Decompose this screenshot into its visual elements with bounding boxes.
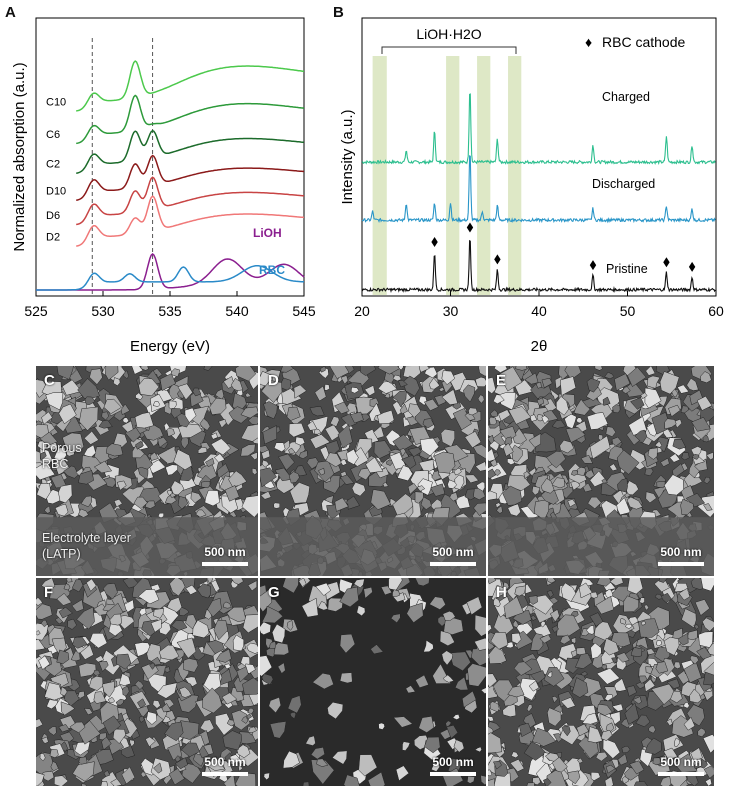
- xas-series-rbc: [36, 264, 305, 291]
- xrd-chart: 20 30 40 50 60 Charged Discharged Pristine Int…: [339, 17, 724, 355]
- sem-scale-bar: 500 nm: [202, 755, 248, 776]
- sem-scale-bar: 500 nm: [658, 545, 704, 566]
- xrd-diamond-marker: [663, 257, 670, 268]
- sem-scale-line: [658, 772, 704, 776]
- xas-plot-frame: [35, 17, 305, 297]
- xas-series-label: D6: [46, 210, 60, 222]
- sem-panel-letter: H: [496, 584, 507, 601]
- sem-scale-label: 500 nm: [660, 545, 702, 559]
- xrd-x-tick-label: 30: [443, 303, 459, 319]
- xas-series-d10: [76, 154, 305, 201]
- xas-chart: 525 530 535 540 545 C10 C6 C2 D10 D6 D2 Normalize…: [11, 17, 316, 355]
- sem-scale-line: [658, 562, 704, 566]
- xas-x-tick-label: 545: [292, 303, 316, 319]
- xrd-series-label: Pristine: [606, 262, 648, 276]
- sem-scale-line: [430, 772, 476, 776]
- sem-panel-letter: G: [268, 584, 280, 601]
- sem-image-h: H 500 nm: [488, 578, 714, 786]
- xrd-diamond-marker: [466, 222, 474, 233]
- xas-series-c10: [76, 60, 305, 112]
- lioh-label: LiOH: [253, 226, 282, 240]
- sem-panel-letter: F: [44, 584, 54, 601]
- xrd-x-tick-label: 60: [708, 303, 724, 319]
- porous-rbc-label: Porous RBC: [42, 441, 82, 471]
- rbc-label: RBC: [259, 263, 285, 277]
- sem-scale-label: 500 nm: [432, 755, 474, 769]
- sem-image-f: F 500 nm: [36, 578, 258, 786]
- xrd-x-tick-label: 50: [620, 303, 636, 319]
- sem-scale-label: 500 nm: [204, 545, 246, 559]
- xrd-diamond-marker: [589, 260, 597, 271]
- sem-image-c: C 500 nm Porous RBC Electrolyte layer (LATP…: [36, 366, 258, 576]
- xrd-series-discharged: [361, 155, 716, 224]
- xas-series-label: C10: [46, 96, 66, 108]
- sem-scale-label: 500 nm: [204, 755, 246, 769]
- lioh-band-bracket: [381, 46, 517, 54]
- panel-b-letter: B: [333, 4, 344, 21]
- sem-scale-label: 500 nm: [432, 545, 474, 559]
- sem-image-d: D 500 nm: [260, 366, 486, 576]
- xrd-diamond-marker: [688, 261, 696, 272]
- sem-image-e: E 500 nm: [488, 366, 714, 576]
- sem-scale-line: [202, 562, 248, 566]
- xrd-x-tick-label: 20: [354, 303, 370, 319]
- xas-series-label: D10: [46, 185, 66, 197]
- sem-panel-letter: C: [44, 372, 55, 389]
- sem-panel-letter: D: [268, 372, 279, 389]
- legend-label: RBC cathode: [602, 34, 685, 50]
- xrd-x-label: 2θ: [531, 338, 548, 355]
- xas-series-lioh: [36, 253, 305, 291]
- xrd-highlight-band: [446, 56, 460, 295]
- xrd-series-pristine: [361, 239, 716, 293]
- xrd-series-charged: [361, 93, 716, 166]
- xrd-series-label: Charged: [602, 90, 650, 104]
- xas-x-tick-label: 535: [158, 303, 182, 319]
- sem-scale-bar: 500 nm: [202, 545, 248, 566]
- sem-image-g: G 500 nm: [260, 578, 486, 786]
- sem-scale-bar: 500 nm: [430, 755, 476, 776]
- sem-scale-bar: 500 nm: [658, 755, 704, 776]
- xas-x-tick-label: 540: [225, 303, 249, 319]
- xrd-highlight-band: [372, 56, 387, 295]
- sem-scale-label: 500 nm: [660, 755, 702, 769]
- xas-x-label: Energy (eV): [130, 338, 210, 355]
- xrd-highlight-band: [477, 56, 491, 295]
- xas-series-d6: [76, 176, 305, 226]
- xas-x-tick-label: 525: [24, 303, 48, 319]
- xas-series-d2: [76, 195, 305, 247]
- sem-scale-line: [430, 562, 476, 566]
- legend-marker: ♦: [585, 34, 592, 50]
- lioh-band-label: LiOH·H2O: [416, 26, 481, 42]
- panel-a-letter: A: [5, 4, 16, 21]
- xas-series-c2: [76, 129, 305, 174]
- xrd-plot-frame: [361, 17, 717, 297]
- sem-panel-letter: E: [496, 372, 507, 389]
- xrd-y-label: Intensity (a.u.): [339, 109, 356, 204]
- sem-scale-line: [202, 772, 248, 776]
- xrd-diamond-marker: [431, 236, 438, 247]
- xas-series-label: C6: [46, 129, 60, 141]
- xrd-diamond-marker: [494, 254, 501, 265]
- electrolyte-layer-label: Electrolyte layer (LATP): [42, 531, 131, 561]
- xas-x-tick-label: 530: [91, 303, 115, 319]
- xas-series-c6: [76, 94, 305, 145]
- xrd-series-label: Discharged: [592, 177, 655, 191]
- xrd-x-tick-label: 40: [531, 303, 547, 319]
- xas-series-label: D2: [46, 231, 60, 243]
- xas-series-label: C2: [46, 158, 60, 170]
- xrd-highlight-band: [508, 56, 522, 295]
- sem-scale-bar: 500 nm: [430, 545, 476, 566]
- xas-y-label: Normalized absorption (a.u.): [11, 62, 28, 251]
